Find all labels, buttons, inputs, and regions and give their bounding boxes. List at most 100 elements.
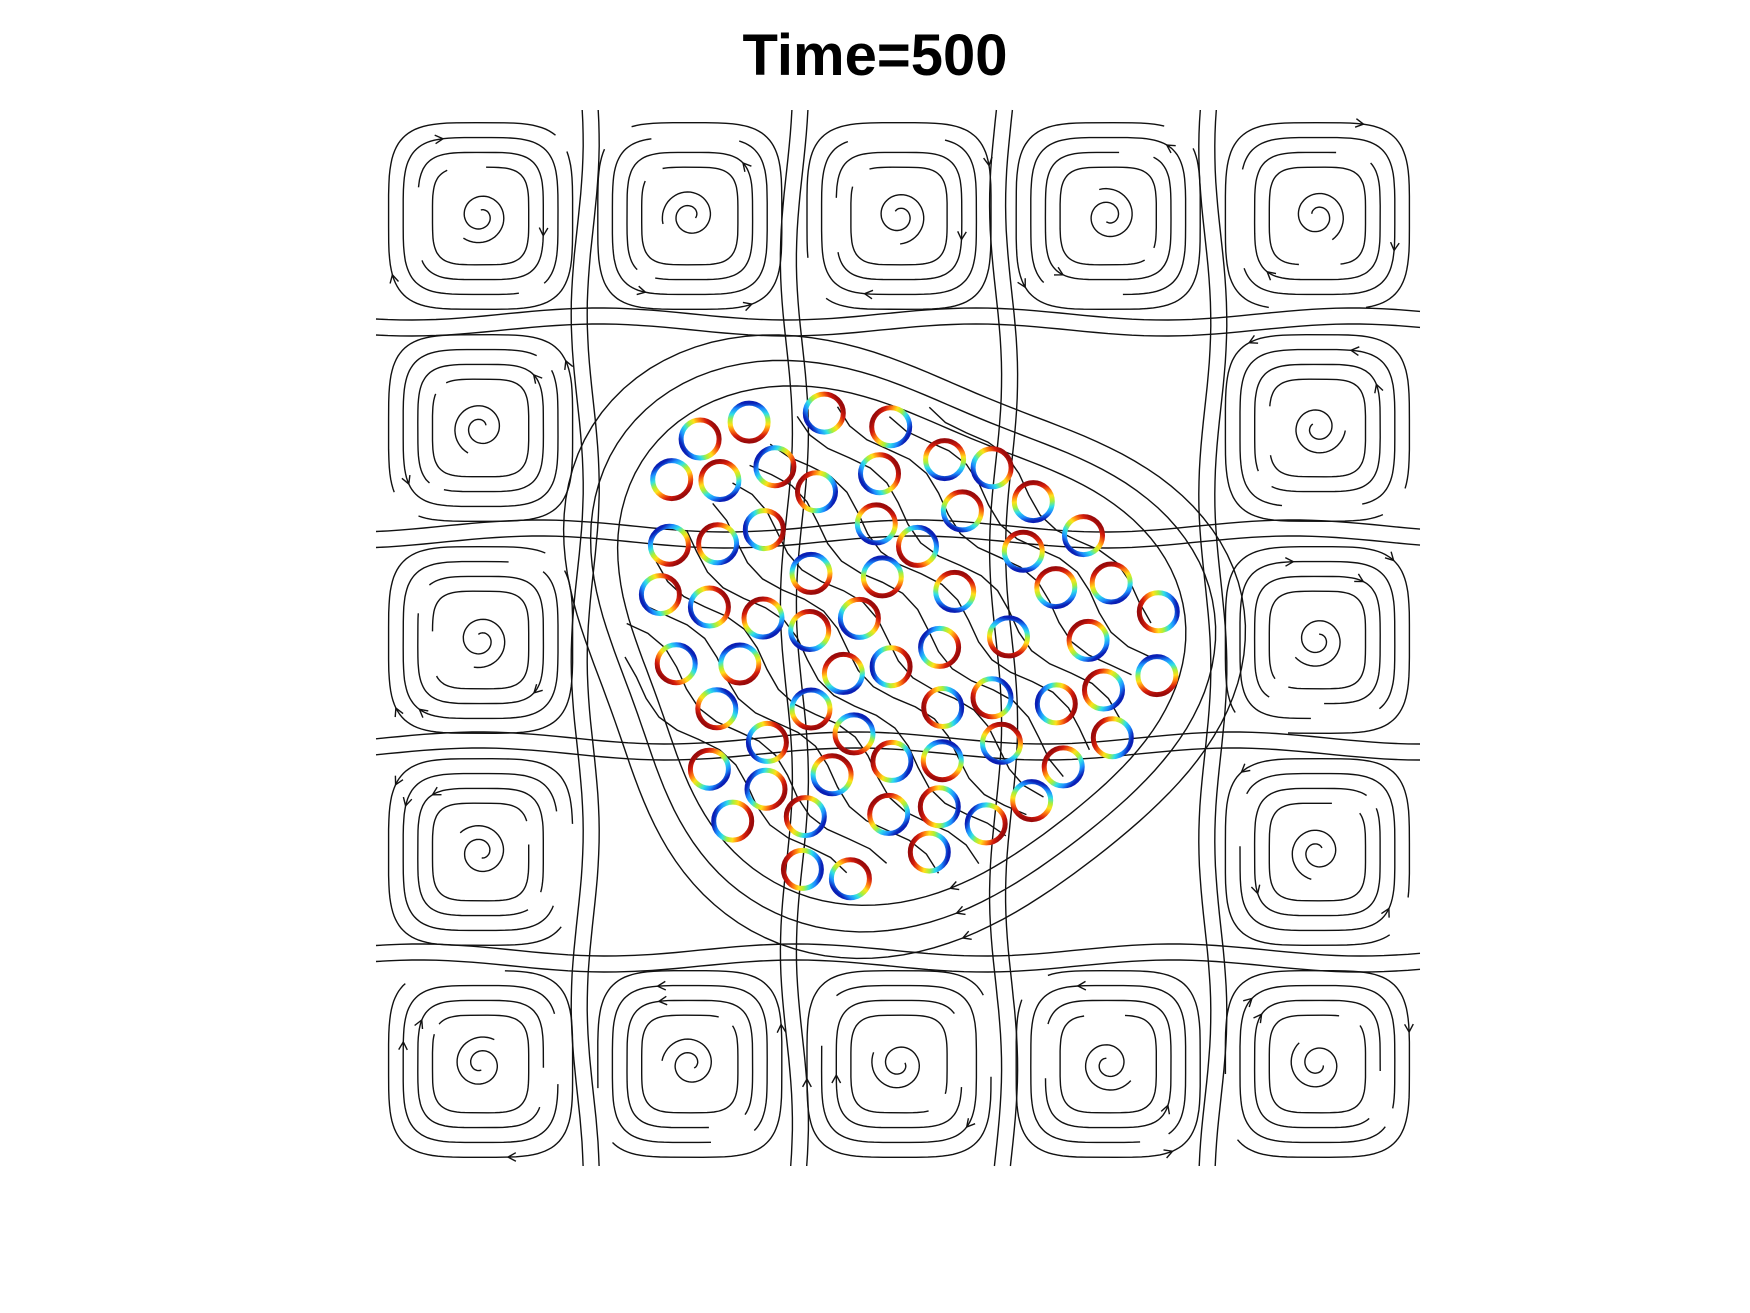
streamline [835, 151, 963, 281]
streamline [641, 1014, 739, 1114]
particle-ring [917, 785, 961, 829]
vortex-cell-r0-c0 [387, 121, 574, 311]
flow-arrow [657, 995, 668, 1006]
streamline [626, 999, 754, 1129]
particle-ring [802, 391, 846, 435]
flow-arrow [776, 1023, 787, 1034]
flow-arrow [1374, 383, 1384, 394]
flow-arrow [398, 1040, 408, 1051]
vortex-cell-r4-c2 [801, 969, 992, 1158]
streamline [1239, 984, 1396, 1144]
particle-ring [745, 720, 789, 764]
mixing-region-boundary [562, 334, 1247, 960]
vortex-cell-r3-c4 [1224, 757, 1411, 947]
streamline [850, 1014, 948, 1114]
horizontal-channel-line [375, 519, 1421, 533]
streamlines [387, 118, 1414, 1162]
vertical-channel-line [570, 109, 584, 1167]
vortex-cell-r4-c3 [1015, 969, 1201, 1159]
flow-arrow [863, 289, 874, 300]
flow-arrow [955, 905, 966, 916]
particle-ring [1041, 745, 1085, 789]
flow-arrow [831, 1073, 842, 1084]
flow-arrow [1349, 346, 1360, 356]
particle-ring [933, 569, 977, 613]
particle-ring [964, 802, 1008, 846]
flow-arrow [742, 161, 752, 172]
particle-ring [860, 555, 904, 599]
particle-ring [788, 609, 832, 652]
streamline [1224, 757, 1411, 947]
streamline [387, 121, 574, 311]
streamline [1044, 151, 1172, 281]
particle-ring [742, 508, 786, 552]
particle-ring [987, 615, 1030, 659]
particle-ring [1034, 566, 1078, 610]
interior-streamline [655, 561, 980, 864]
flow-arrow [1354, 118, 1365, 128]
streamline [611, 138, 768, 296]
flow-arrow [1250, 884, 1261, 895]
streamline [1059, 1014, 1157, 1114]
streamline [1015, 121, 1201, 311]
vertical-channel-line [1198, 109, 1212, 1167]
streamline [1253, 151, 1381, 281]
streamline [820, 139, 978, 296]
streamline [1239, 560, 1396, 720]
streamline [431, 378, 530, 478]
interior-streamline [626, 622, 888, 864]
streamline [431, 802, 530, 902]
streamline [1059, 166, 1157, 266]
streamline [597, 122, 783, 310]
streamline [597, 970, 783, 1159]
mixing-region-boundary [589, 359, 1217, 933]
particle-ring [970, 446, 1014, 490]
flow-arrow [394, 706, 404, 718]
streamline [402, 136, 559, 296]
streamline [1268, 1014, 1367, 1114]
streamline [1253, 787, 1381, 917]
particle-ring [869, 645, 913, 689]
particle-ring [918, 625, 962, 669]
vortex-core-spiral [661, 191, 712, 234]
horizontal-channel-line [375, 943, 1421, 957]
vortex-core-spiral [459, 824, 505, 873]
flow-arrow [394, 775, 404, 786]
particle-ring [970, 676, 1014, 720]
streamline [417, 999, 545, 1129]
vortex-cell-r3-c0 [387, 757, 574, 947]
streamline [402, 348, 559, 508]
streamline [417, 787, 544, 917]
vortex-core-spiral [462, 618, 506, 669]
particle-ring [650, 458, 694, 502]
interior-streamline [928, 406, 1152, 624]
figure-title: Time=500 [742, 23, 1008, 88]
particle-ring [923, 438, 967, 482]
vertical-channel-line [586, 109, 600, 1167]
streamline [1224, 970, 1411, 1159]
horizontal-channel-line [375, 731, 1421, 745]
streamline [1239, 348, 1396, 507]
flow-arrow [402, 796, 413, 808]
vortex-core-spiral [1294, 620, 1341, 667]
flow-arrow [538, 227, 549, 238]
vertical-channel-line [988, 109, 1003, 1167]
particle-ring [821, 651, 865, 695]
flow-arrow [532, 683, 543, 694]
channel-streamlines [375, 109, 1421, 1167]
flow-arrow [431, 786, 442, 796]
vortex-cell-r1-c4 [1224, 333, 1411, 523]
streamline [431, 590, 530, 690]
flow-arrow [1253, 1013, 1263, 1024]
flow-arrow [564, 359, 574, 370]
interior-streamline [796, 416, 1121, 719]
particle-ring [780, 847, 824, 891]
streamline [387, 970, 574, 1158]
particle-ring [921, 686, 965, 729]
interior-streamline [712, 502, 1027, 816]
vortex-cell-r0-c4 [1224, 118, 1411, 309]
streamline [417, 363, 545, 493]
flow-arrow [401, 475, 411, 486]
streamline [1268, 590, 1367, 690]
